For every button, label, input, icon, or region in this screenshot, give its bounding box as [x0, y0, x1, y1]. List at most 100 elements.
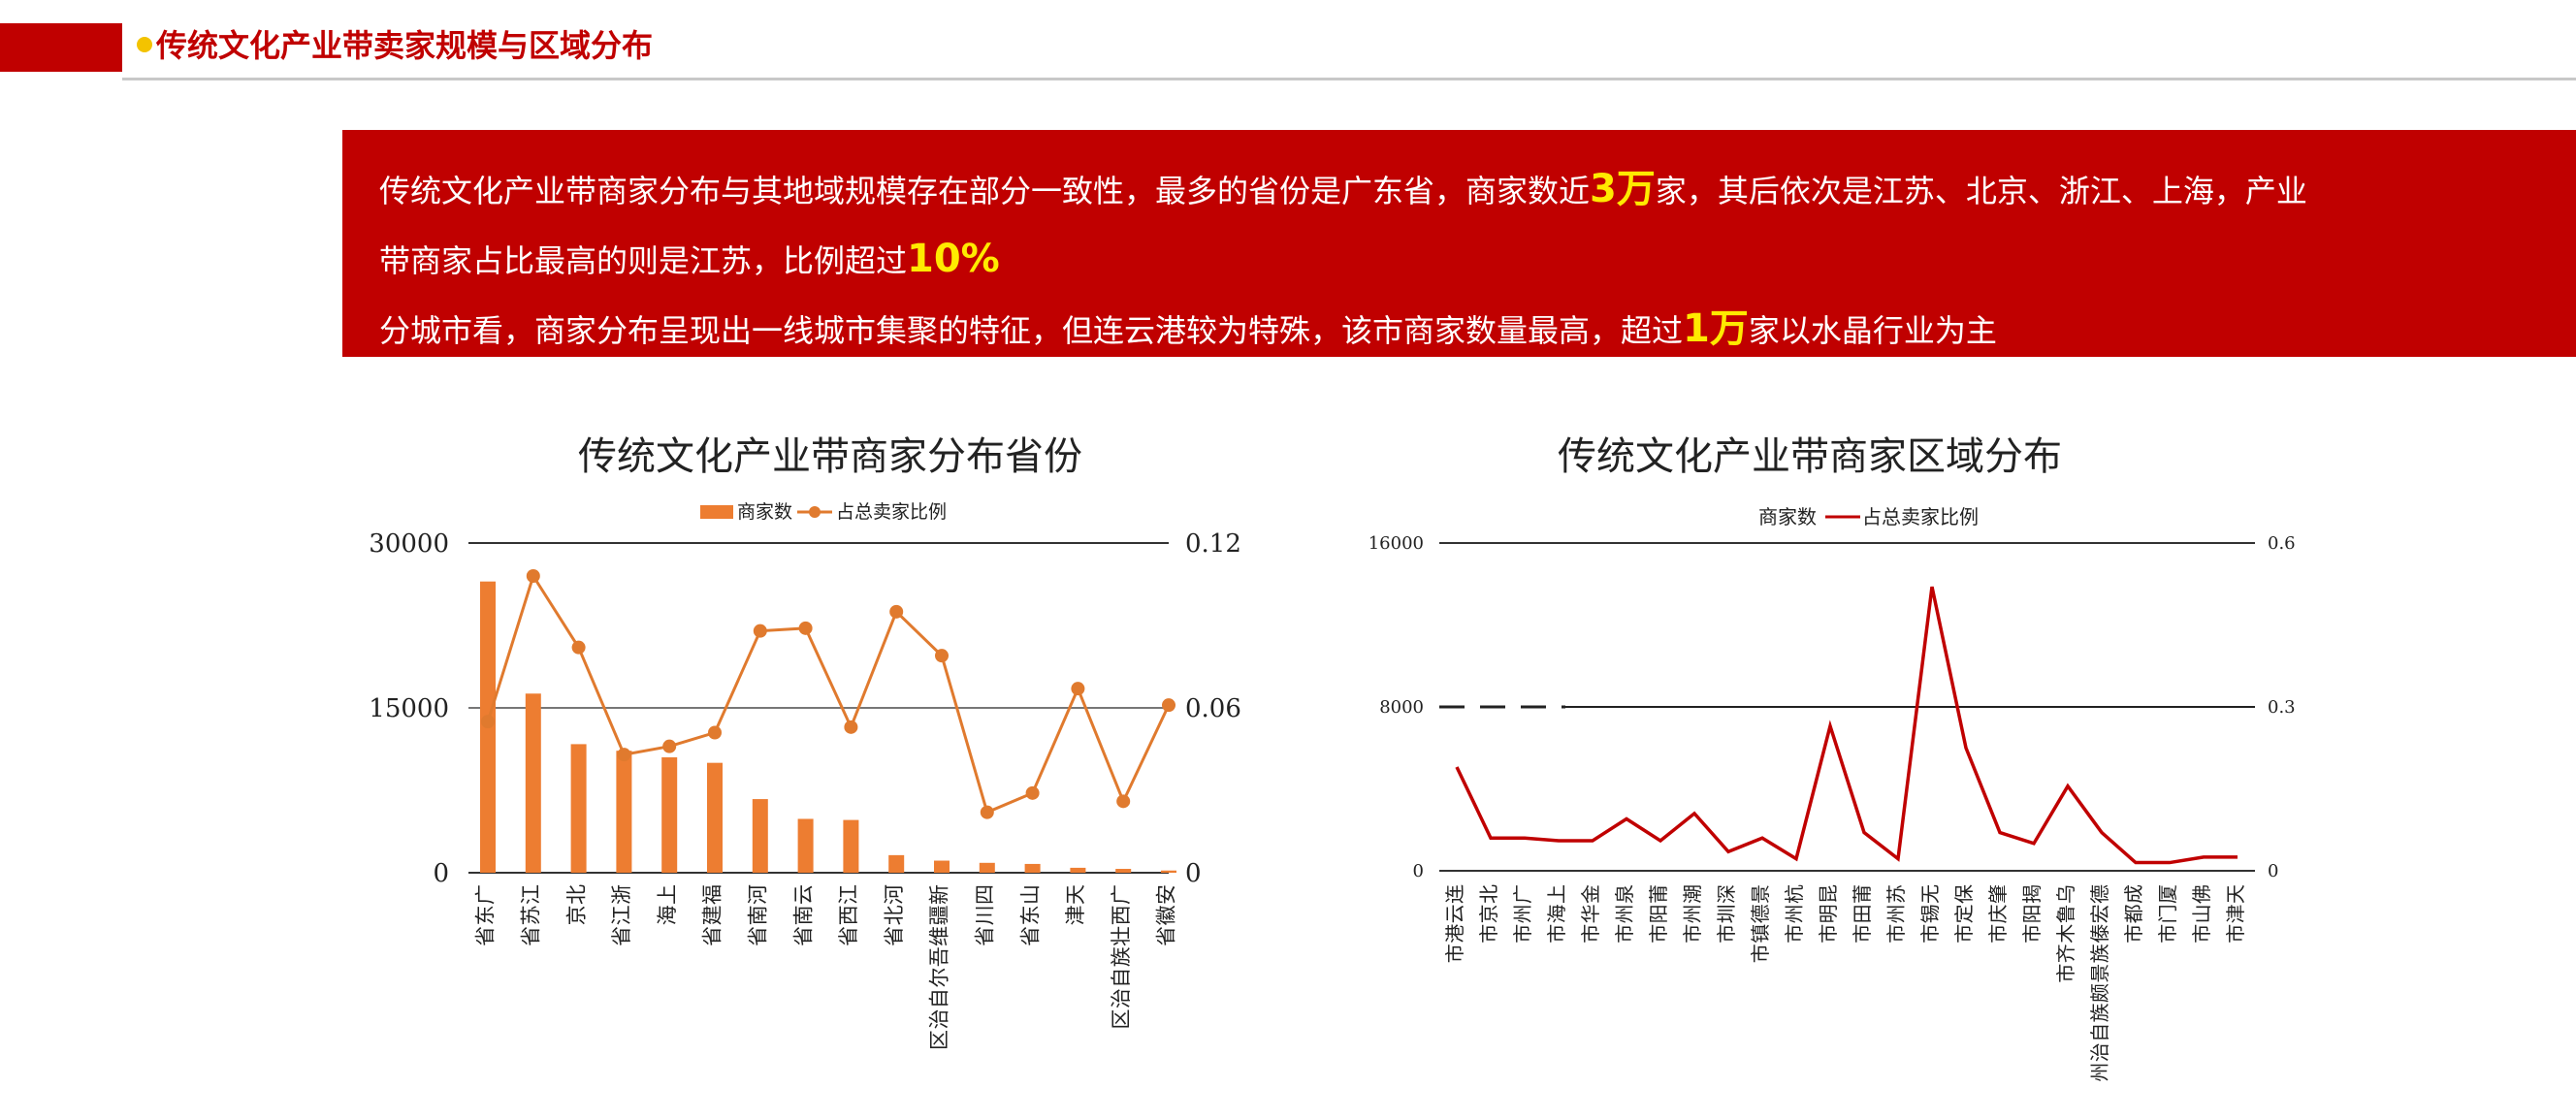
right-y2-tick-0: 0.6 [2268, 533, 2296, 554]
svg-text:市: 市 [1851, 924, 1874, 944]
left-bar-8 [843, 819, 859, 873]
left-y2-tick-1: 0.06 [1185, 694, 1241, 723]
svg-text:广: 广 [1110, 884, 1133, 905]
left-bar-10 [934, 860, 950, 873]
summary-line-2-highlight: 10% [907, 237, 1000, 281]
svg-text:西: 西 [837, 905, 860, 925]
right-y-tick-1: 8000 [1379, 697, 1424, 718]
svg-text:德: 德 [2088, 884, 2111, 904]
left-ratio-point-10 [935, 649, 949, 663]
svg-text:定: 定 [1952, 904, 1976, 923]
left-category-label-0: 广东省 [474, 884, 498, 946]
svg-text:新: 新 [928, 884, 951, 905]
left-bar-9 [888, 854, 905, 873]
svg-text:州: 州 [1884, 904, 1908, 923]
left-ratio-point-12 [1025, 785, 1040, 800]
svg-text:市: 市 [1952, 924, 1976, 944]
right-category-label-7: 潮州市 [1681, 884, 1704, 944]
right-legend-label-ratio: 占总卖家比例 [1862, 505, 1979, 528]
svg-text:傣: 傣 [2088, 924, 2111, 944]
svg-text:区: 区 [1110, 1009, 1133, 1030]
left-ratio-point-8 [844, 720, 858, 734]
svg-text:安: 安 [1155, 884, 1178, 905]
header-divider [122, 78, 2576, 80]
svg-text:阳: 阳 [2020, 904, 2044, 923]
svg-text:景: 景 [2088, 964, 2111, 983]
svg-text:州: 州 [1783, 904, 1806, 923]
svg-text:山: 山 [2190, 904, 2213, 923]
svg-text:泉: 泉 [1613, 884, 1636, 904]
right-category-label-5: 泉州市 [1613, 884, 1636, 944]
summary-line-2: 带商家占比最高的则是江苏，比例超过10% [379, 225, 2576, 295]
right-category-label-12: 莆田市 [1851, 884, 1874, 944]
svg-text:区: 区 [928, 1030, 951, 1050]
svg-text:津: 津 [2224, 904, 2247, 923]
right-category-label-8: 深圳市 [1715, 884, 1738, 944]
left-bar-1 [525, 693, 541, 873]
left-ratio-point-4 [662, 739, 677, 753]
svg-text:吾: 吾 [928, 946, 951, 967]
summary-line-3-highlight: 1万 [1683, 306, 1749, 351]
svg-text:海: 海 [656, 905, 679, 925]
left-bar-14 [1115, 869, 1132, 873]
svg-text:市: 市 [1884, 924, 1908, 944]
left-chart-title: 传统文化产业带商家分布省份 [578, 434, 1082, 479]
svg-text:省: 省 [474, 926, 498, 946]
svg-text:颇: 颇 [2088, 983, 2111, 1003]
svg-text:镇: 镇 [1749, 924, 1772, 944]
left-ratio-line [486, 572, 1171, 815]
right-category-label-1: 北京市 [1477, 884, 1500, 944]
summary-line-1-tail: 家，其后依次是江苏、北京、浙江、上海，产业 [1655, 173, 2307, 209]
svg-text:揭: 揭 [2020, 884, 2044, 904]
svg-text:山: 山 [1018, 884, 1042, 905]
svg-text:门: 门 [2156, 904, 2179, 923]
svg-text:景: 景 [1749, 884, 1772, 904]
left-category-label-12: 山东省 [1018, 884, 1042, 946]
left-category-label-4: 上海 [656, 884, 679, 925]
left-ratio-point-7 [798, 621, 813, 635]
svg-text:潮: 潮 [1681, 884, 1704, 904]
svg-text:市: 市 [1511, 924, 1534, 944]
right-category-label-22: 佛山市 [2190, 884, 2213, 944]
left-category-label-1: 江苏省 [520, 884, 543, 946]
svg-text:疆: 疆 [928, 905, 951, 925]
left-category-label-9: 河北省 [883, 884, 906, 946]
header-accent-bar [0, 23, 122, 72]
svg-text:云: 云 [1443, 904, 1466, 923]
right-category-label-10: 杭州市 [1783, 884, 1806, 944]
left-category-label-15: 安徽省 [1155, 884, 1178, 946]
svg-text:省: 省 [883, 926, 906, 946]
legend-marker-ratio [809, 506, 821, 518]
svg-text:莆: 莆 [1851, 884, 1874, 904]
svg-text:明: 明 [1817, 904, 1840, 923]
svg-text:鲁: 鲁 [2054, 904, 2077, 923]
svg-text:莆: 莆 [1647, 884, 1670, 904]
left-bar-6 [752, 799, 768, 873]
svg-text:保: 保 [1952, 884, 1976, 904]
svg-text:市: 市 [1986, 924, 2010, 944]
svg-text:佛: 佛 [2190, 884, 2213, 904]
left-category-label-7: 云南省 [791, 884, 815, 946]
svg-text:壮: 壮 [1110, 926, 1133, 946]
right-category-label-3: 上海市 [1545, 884, 1568, 944]
svg-text:市: 市 [1613, 924, 1636, 944]
svg-text:锡: 锡 [1918, 904, 1942, 923]
svg-text:市: 市 [2122, 924, 2145, 944]
summary-line-2-text: 带商家占比最高的则是江苏，比例超过 [379, 242, 908, 279]
svg-text:昆: 昆 [1817, 884, 1840, 904]
svg-text:圳: 圳 [1715, 904, 1738, 923]
left-ratio-point-1 [526, 569, 540, 583]
svg-text:庆: 庆 [1986, 904, 2010, 923]
svg-text:市: 市 [1918, 924, 1942, 944]
right-category-label-21: 厦门市 [2156, 884, 2179, 944]
svg-text:江: 江 [520, 884, 543, 905]
svg-text:苏: 苏 [520, 905, 543, 925]
svg-text:齐: 齐 [2054, 944, 2077, 963]
svg-text:市: 市 [2224, 924, 2247, 944]
svg-text:市: 市 [2054, 964, 2077, 983]
left-category-label-2: 北京 [564, 884, 588, 925]
svg-text:自: 自 [2088, 1023, 2111, 1042]
svg-text:市: 市 [2190, 924, 2213, 944]
